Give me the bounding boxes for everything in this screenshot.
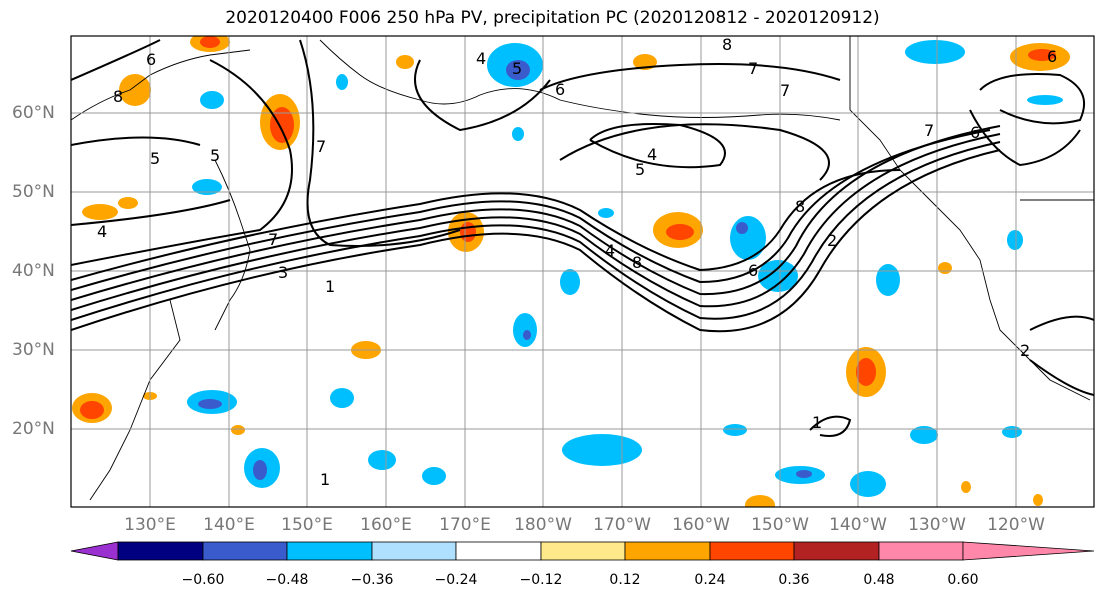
contour-label: 4 [605, 241, 615, 260]
contour-label: 8 [113, 87, 123, 106]
lon-label: 120°W [987, 515, 1045, 535]
contour-label: 1 [325, 277, 335, 296]
colorbar-tick-label: 0.60 [947, 572, 979, 588]
colorbar-segment [202, 541, 288, 561]
colorbar-tick-label: −0.24 [434, 572, 478, 588]
colorbar-segment [455, 541, 542, 561]
contour-label: 6 [146, 50, 156, 69]
colorbar-tick-label: 0.48 [863, 572, 895, 588]
colorbar-segment [540, 541, 626, 561]
contour-label: 2 [827, 231, 837, 250]
colorbar-segment [709, 541, 795, 561]
contour-label: 5 [210, 146, 220, 165]
lon-label: 140°E [203, 515, 255, 535]
contour-label: 2 [1020, 341, 1030, 360]
lat-label: 60°N [12, 103, 55, 123]
lat-label: 50°N [12, 182, 55, 202]
graticule [71, 36, 1094, 507]
contour-label: 5 [150, 149, 160, 168]
colorbar [70, 541, 1095, 561]
lon-label: 170°W [593, 515, 651, 535]
map-title: 2020120400 F006 250 hPa PV, precipitatio… [225, 8, 880, 28]
contour-label: 7 [780, 81, 790, 100]
contour-label: 7 [748, 59, 758, 78]
contour-label: 8 [632, 253, 642, 272]
map-frame [70, 35, 1095, 508]
colorbar-segment-low [70, 541, 119, 561]
contour-label: 7 [924, 121, 934, 140]
lon-label: 160°E [360, 515, 412, 535]
colorbar-segment [286, 541, 373, 561]
contour-label: 1 [320, 470, 330, 489]
colorbar-tick-label: −0.12 [519, 572, 563, 588]
contour-label: 6 [748, 261, 758, 280]
lat-label: 40°N [12, 261, 55, 281]
lon-label: 180°W [514, 515, 572, 535]
contour-label: 7 [316, 137, 326, 156]
colorbar-tick-label: −0.48 [265, 572, 309, 588]
lat-label: 30°N [12, 340, 55, 360]
lon-label: 160°W [672, 515, 730, 535]
colorbar-segment-high [962, 541, 1095, 561]
contour-label: 8 [722, 35, 732, 54]
lon-label: 150°E [281, 515, 333, 535]
colorbar-tick-label: 0.12 [609, 572, 641, 588]
colorbar-tick-label: −0.36 [350, 572, 394, 588]
colorbar-segment [371, 541, 457, 561]
contour-label: 4 [647, 145, 657, 164]
contour-label: 4 [97, 222, 107, 241]
lon-label: 130°W [908, 515, 966, 535]
positive-precip-blobs [72, 36, 1070, 507]
pv-contours [71, 39, 1094, 437]
contour-label: 5 [635, 160, 645, 179]
contour-label: 3 [278, 263, 288, 282]
lon-label: 170°E [439, 515, 491, 535]
colorbar-segment [117, 541, 204, 561]
lon-label: 140°W [829, 515, 887, 535]
colorbar-tick-label: 0.24 [694, 572, 726, 588]
contour-label: 5 [512, 59, 522, 78]
contour-label: 6 [1047, 47, 1057, 66]
colorbar-tick-label: 0.36 [778, 572, 810, 588]
lat-label: 20°N [12, 419, 55, 439]
contour-label: 4 [476, 49, 486, 68]
colorbar-segment [624, 541, 711, 561]
negative-precip-blobs [187, 40, 1063, 497]
colorbar-segment [793, 541, 880, 561]
contour-label: 8 [795, 197, 805, 216]
contour-label-group: 6 8 5 4 5 6 8 7 6 6 7 5 7 4 5 4 3 1 7 8 … [97, 35, 1057, 489]
contour-label: 7 [268, 230, 278, 249]
contour-label: 6 [970, 123, 980, 142]
lon-label: 130°E [124, 515, 176, 535]
contour-label: 1 [812, 413, 822, 432]
contour-label: 6 [555, 80, 565, 99]
colorbar-segment [878, 541, 964, 561]
colorbar-tick-label: −0.60 [181, 572, 225, 588]
lon-label: 150°W [751, 515, 809, 535]
